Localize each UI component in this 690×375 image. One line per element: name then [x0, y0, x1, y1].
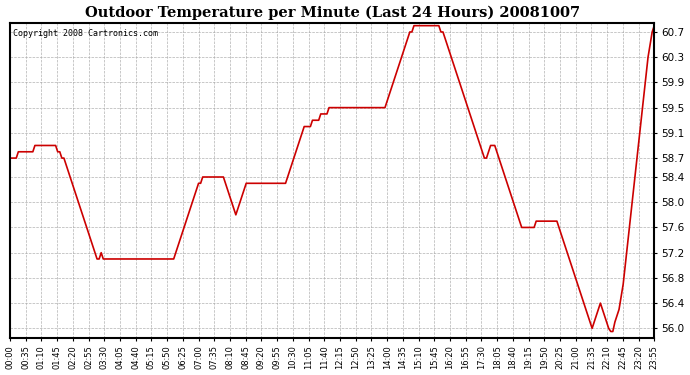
Text: Copyright 2008 Cartronics.com: Copyright 2008 Cartronics.com	[13, 29, 158, 38]
Title: Outdoor Temperature per Minute (Last 24 Hours) 20081007: Outdoor Temperature per Minute (Last 24 …	[85, 6, 580, 20]
